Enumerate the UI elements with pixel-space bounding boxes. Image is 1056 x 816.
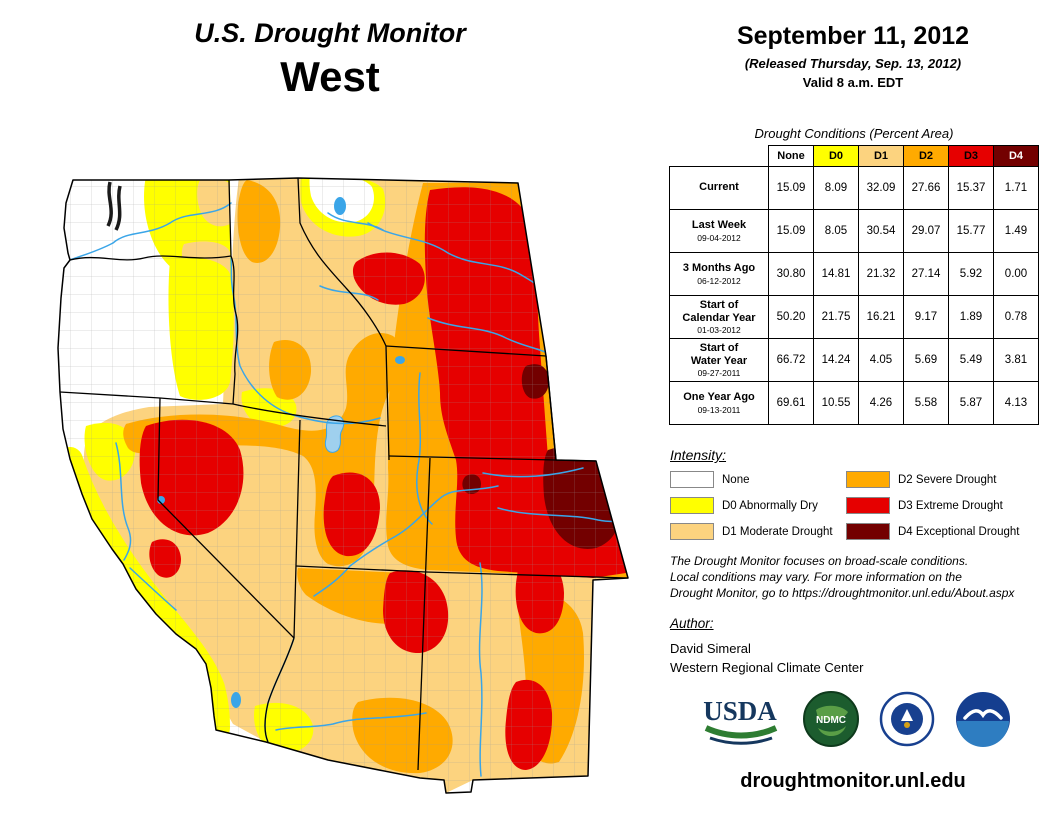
- header-d3: D3: [948, 145, 994, 167]
- d3-swatch: [846, 497, 890, 514]
- table-row: Last Week 09-04-2012 15.09 8.05 30.54 29.…: [669, 209, 1039, 253]
- d0-swatch: [670, 497, 714, 514]
- usda-text: USDA: [703, 696, 777, 726]
- table-row: Start of Calendar Year 01-03-2012 50.20 21…: [669, 295, 1039, 339]
- puget-sound: [106, 181, 122, 231]
- usda-swoosh-icon: [704, 725, 778, 739]
- release-date: (Released Thursday, Sep. 13, 2012): [744, 56, 962, 71]
- commerce-eagle-icon: [901, 709, 913, 721]
- author-block: Author: David Simeral Western Regional C…: [670, 616, 863, 678]
- noaa-sea-icon: [957, 721, 1009, 747]
- row-label: Start of: [699, 341, 739, 354]
- noaa-gull-icon: [963, 709, 1003, 720]
- author-org: Western Regional Climate Center: [670, 659, 864, 675]
- table-row: Current 15.09 8.09 32.09 27.66 15.37 1.7…: [669, 166, 1039, 210]
- table-header-row: None D0 D1 D2 D3 D4: [670, 145, 1039, 167]
- header-d4: D4: [993, 145, 1039, 167]
- drought-table: None D0 D1 D2 D3 D4 Current 15.09 8.09 3…: [669, 145, 1039, 425]
- date-block: September 11, 2012 (Released Thursday, S…: [660, 22, 1046, 90]
- map-date: September 11, 2012: [736, 22, 970, 50]
- d4-swatch: [846, 523, 890, 540]
- row-label: One Year Ago: [683, 391, 755, 404]
- legend-item-d0: D0 Abnormally Dry: [670, 497, 846, 514]
- intensity-legend: Intensity: None D2 Severe Drought D0 Abn…: [670, 447, 1046, 540]
- legend-item-d1: D1 Moderate Drought: [670, 523, 846, 540]
- legend-item-d4: D4 Exceptional Drought: [846, 523, 1046, 540]
- disclaimer-text: The Drought Monitor focuses on broad-sca…: [670, 554, 1015, 601]
- region-title: West: [280, 53, 380, 100]
- table-title: Drought Conditions (Percent Area): [754, 126, 954, 141]
- row-label: Last Week: [691, 219, 747, 232]
- valid-time: Valid 8 a.m. EDT: [802, 75, 904, 90]
- header-d0: D0: [813, 145, 859, 167]
- map-drought-fills: [58, 178, 628, 793]
- author-title: Author:: [670, 616, 714, 631]
- commerce-seal-logo: [879, 691, 935, 747]
- ndmc-logo: NDMC: [803, 691, 859, 747]
- report-title: U.S. Drought Monitor: [194, 18, 466, 48]
- row-label: 3 Months Ago: [682, 262, 756, 275]
- d1-swatch: [670, 523, 714, 540]
- drought-map-west: [57, 177, 629, 794]
- map-rivers: [69, 202, 628, 777]
- commerce-emblem-dot: [904, 722, 910, 728]
- usda-logo: USDA: [703, 696, 778, 745]
- drought-stats: Drought Conditions (Percent Area) None D…: [668, 126, 1040, 425]
- legend-item-d3: D3 Extreme Drought: [846, 497, 1046, 514]
- d2-swatch: [846, 471, 890, 488]
- map-heading: U.S. Drought Monitor West: [40, 18, 620, 101]
- map-county-grid: [58, 178, 628, 793]
- row-label: Start of: [699, 298, 739, 311]
- table-row: One Year Ago 09-13-2011 69.61 10.55 4.26 …: [669, 381, 1039, 425]
- ndmc-text: NDMC: [816, 715, 846, 726]
- table-row: 3 Months Ago 06-12-2012 30.80 14.81 21.32…: [669, 252, 1039, 296]
- header-none: None: [768, 145, 814, 167]
- legend-item-none: None: [670, 471, 846, 488]
- ndmc-globe-icon-2: [818, 726, 846, 737]
- usda-underline-icon: [709, 736, 773, 745]
- ndmc-globe-icon: [816, 705, 848, 720]
- row-label: Current: [699, 181, 739, 194]
- header-d2: D2: [903, 145, 949, 167]
- logo-row: USDA NDMC: [662, 690, 1046, 748]
- legend-item-d2: D2 Severe Drought: [846, 471, 1046, 488]
- header-d1: D1: [858, 145, 904, 167]
- map-lakes: [157, 197, 405, 708]
- footer-url: droughtmonitor.unl.edu: [740, 770, 966, 792]
- map-outline: [57, 177, 629, 794]
- map-container: [28, 168, 640, 803]
- noaa-logo: [956, 692, 1010, 747]
- table-row: Start of Water Year 09-27-2011 66.72 14.24…: [669, 338, 1039, 382]
- great-salt-lake: [324, 415, 345, 453]
- author-name: David Simeral: [670, 641, 751, 656]
- none-swatch: [670, 471, 714, 488]
- legend-title: Intensity:: [670, 447, 727, 463]
